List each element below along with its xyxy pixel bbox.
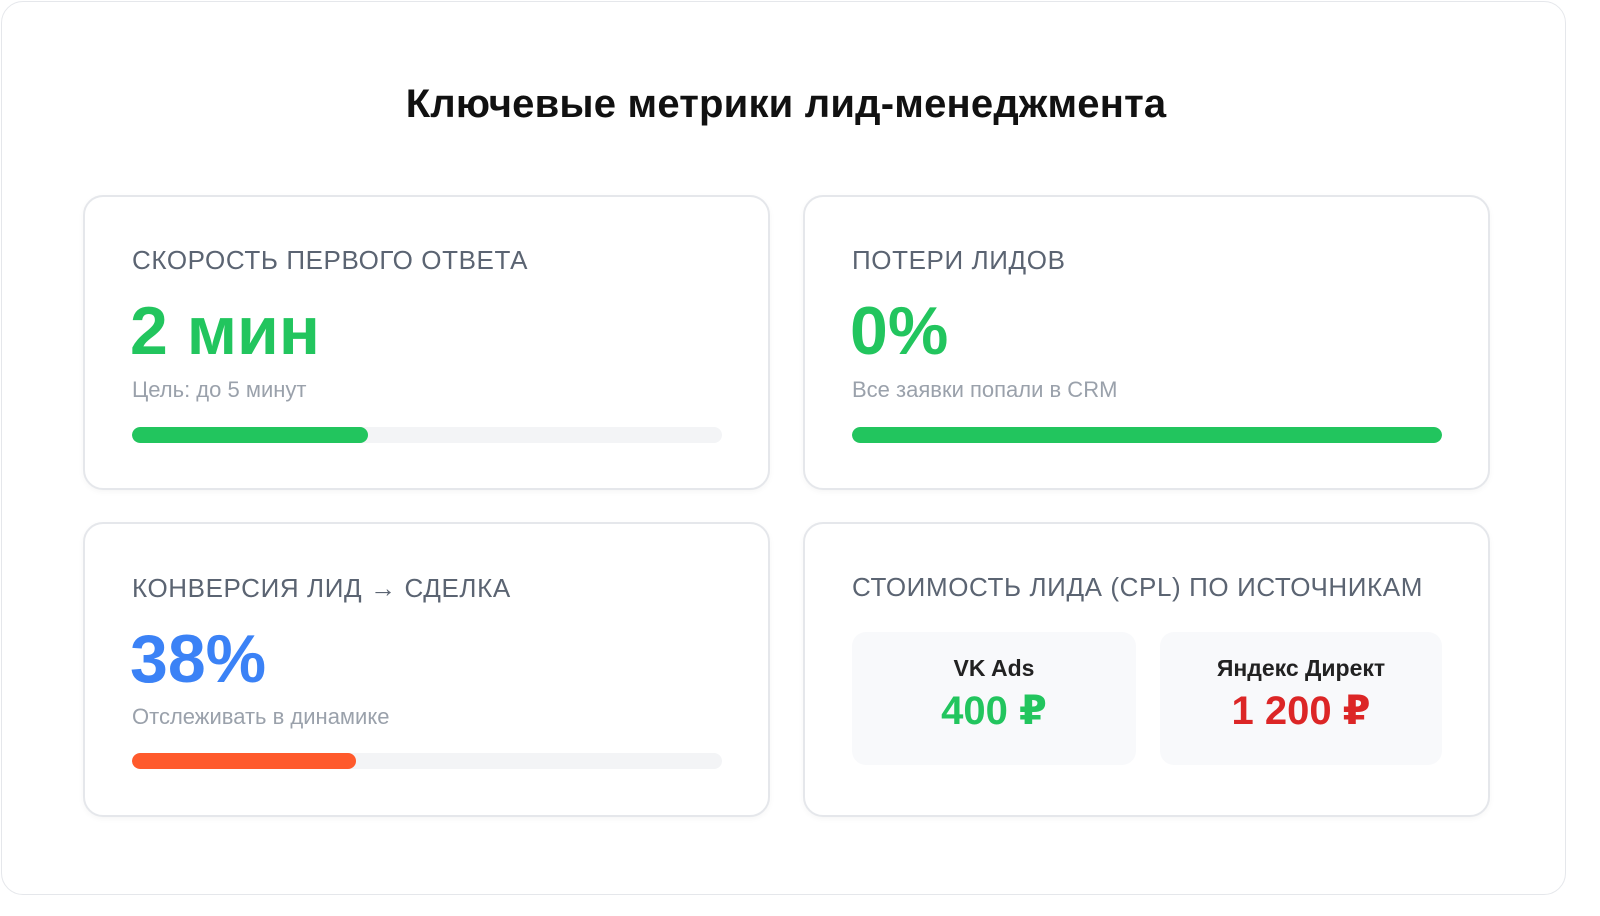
metric-card-lead-loss: ПОТЕРИ ЛИДОВ 0% Все заявки попали в CRM: [803, 195, 1490, 490]
source-cpl-value: 1 200 ₽: [1231, 689, 1371, 733]
source-box-vk-ads: VK Ads 400 ₽: [852, 632, 1136, 765]
page-title: Ключевые метрики лид-менеджмента: [405, 82, 1167, 126]
progress-bar-track: [132, 753, 722, 769]
source-name: VK Ads: [953, 655, 1035, 681]
metric-card-conversion: КОНВЕРСИЯ ЛИД → СДЕЛКА 38% Отслеживать в…: [83, 522, 770, 817]
dashboard-frame: Ключевые метрики лид-менеджмента СКОРОСТ…: [1, 1, 1566, 895]
progress-bar-track: [132, 427, 722, 443]
metric-value: 38%: [130, 621, 267, 697]
metric-caption: Отслеживать в динамике: [132, 704, 390, 729]
metric-label: КОНВЕРСИЯ ЛИД → СДЕЛКА: [132, 573, 511, 603]
progress-bar-fill: [132, 753, 357, 769]
metric-label: ПОТЕРИ ЛИДОВ: [852, 245, 1066, 275]
metric-card-cpl: СТОИМОСТЬ ЛИДА (CPL) ПО ИСТОЧНИКАМ VK Ad…: [803, 522, 1490, 817]
metric-label: СКОРОСТЬ ПЕРВОГО ОТВЕТА: [132, 245, 529, 275]
metric-card-response-speed: СКОРОСТЬ ПЕРВОГО ОТВЕТА 2 мин Цель: до 5…: [83, 195, 770, 490]
progress-bar-fill: [852, 427, 1442, 443]
metric-value: 2 мин: [130, 293, 320, 369]
progress-bar-track: [852, 427, 1442, 443]
source-cpl-value: 400 ₽: [941, 689, 1047, 733]
metric-caption: Все заявки попали в CRM: [852, 377, 1118, 402]
progress-bar-fill: [132, 427, 368, 443]
source-name: Яндекс Директ: [1216, 655, 1386, 681]
metric-caption: Цель: до 5 минут: [132, 377, 307, 402]
metric-label: СТОИМОСТЬ ЛИДА (CPL) ПО ИСТОЧНИКАМ: [852, 572, 1423, 602]
metric-value: 0%: [850, 293, 949, 369]
source-box-yandex-direct: Яндекс Директ 1 200 ₽: [1160, 632, 1442, 765]
